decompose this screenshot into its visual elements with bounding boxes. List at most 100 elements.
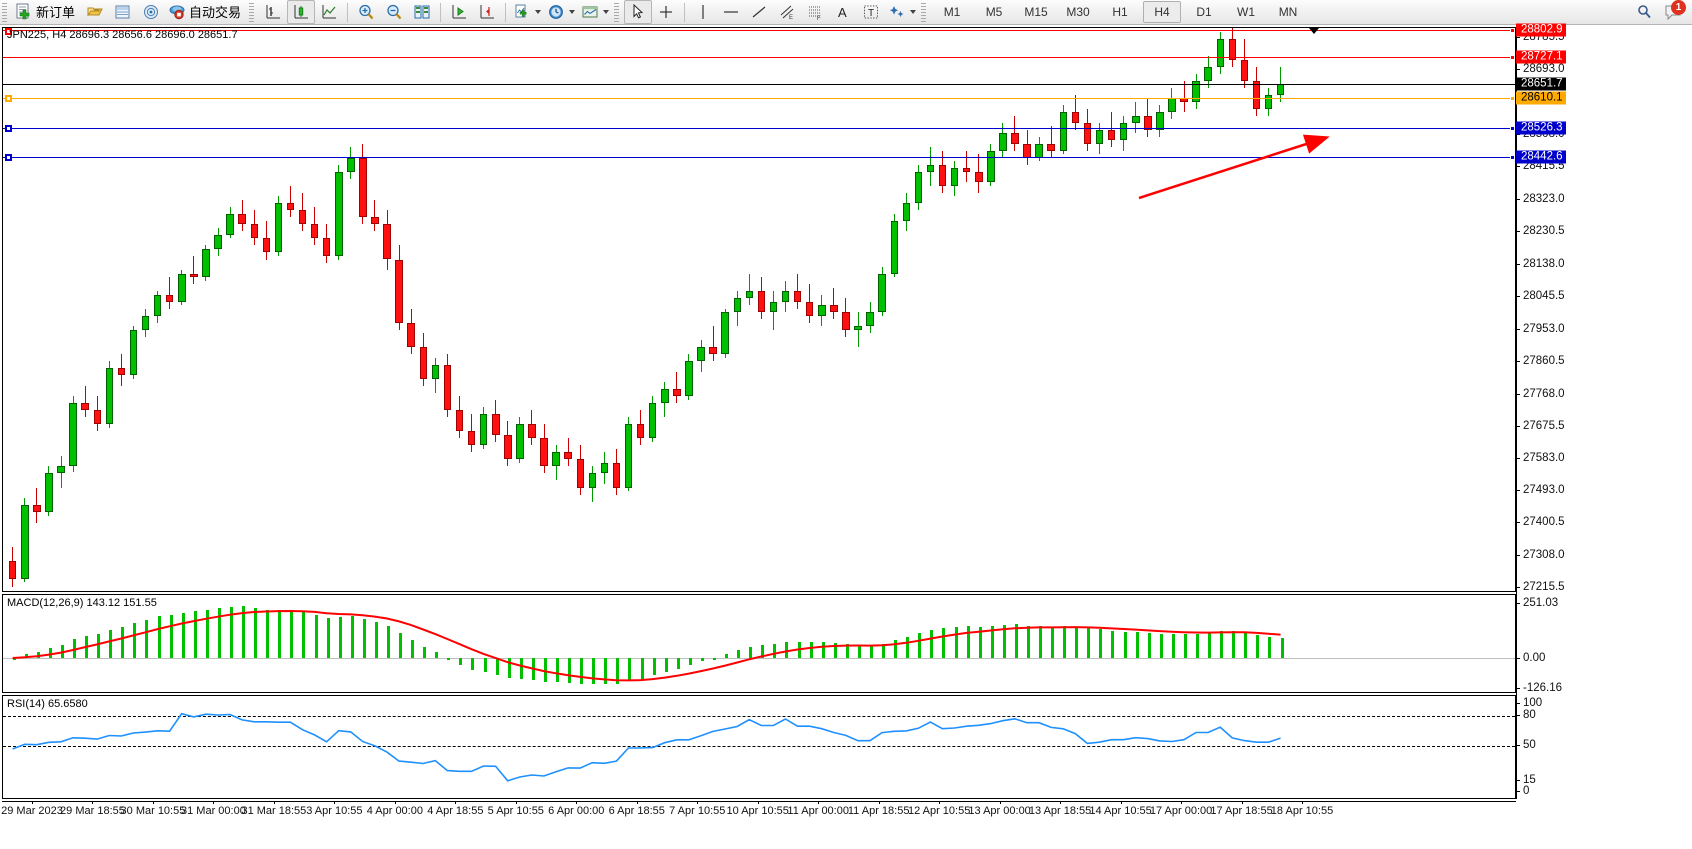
cursor-button[interactable]: [624, 0, 653, 24]
indicators-button[interactable]: [510, 0, 544, 24]
macd-histogram-bar: [278, 609, 282, 658]
time-tick-label: 17 Apr 00:00: [1149, 805, 1213, 817]
macd-histogram-bar: [942, 628, 946, 658]
level-line-handle[interactable]: [1510, 55, 1515, 61]
time-scale[interactable]: 29 Mar 2023 29 Mar 18:55 30 Mar 10:55 31 Ma…: [1, 801, 1516, 823]
macd-histogram-bar: [157, 616, 161, 658]
level-line-28727-1[interactable]: [3, 55, 1515, 61]
chevron-down-icon-2[interactable]: [569, 10, 576, 14]
toolbar-grip-3[interactable]: [614, 2, 620, 22]
notifications-button[interactable]: 1: [1664, 0, 1686, 21]
crosshair-button[interactable]: [652, 0, 680, 24]
rsi-pane[interactable]: RSI(14) 65.6580: [2, 695, 1516, 799]
level-line-28442-6[interactable]: [3, 154, 1515, 160]
text-button[interactable]: A: [829, 0, 857, 24]
chevron-down-icon-4[interactable]: [910, 10, 917, 14]
level-line-left-handle[interactable]: [5, 124, 12, 132]
data-window-button[interactable]: [81, 0, 109, 24]
macd-histogram-bar: [362, 618, 366, 658]
price-tick: [1516, 36, 1520, 38]
price-tag-line-level[interactable]: 28727.1: [1516, 50, 1566, 64]
chevron-down-icon-3[interactable]: [603, 10, 610, 14]
vertical-line-button[interactable]: [689, 0, 717, 24]
level-line-handle[interactable]: [1510, 154, 1515, 160]
level-line-left-handle[interactable]: [5, 28, 12, 35]
objects-button[interactable]: [885, 0, 919, 24]
timeframe-button-m1[interactable]: M1: [933, 1, 971, 23]
level-line-28526-3[interactable]: [3, 125, 1515, 131]
candle-chart-button[interactable]: [287, 0, 316, 24]
zoom-out-button[interactable]: [380, 0, 408, 24]
candle-body: [781, 291, 790, 302]
candle-body: [504, 434, 512, 460]
candlestick: [347, 28, 355, 591]
timeframe-button-w1[interactable]: W1: [1227, 1, 1265, 23]
candle-body: [914, 171, 923, 204]
level-line-handle[interactable]: [1510, 125, 1515, 131]
timeframe-button-m30[interactable]: M30: [1059, 1, 1097, 23]
level-line-left-handle[interactable]: [5, 95, 12, 103]
price-scale[interactable]: 28785.528693.028600.528508.028415.528323…: [1516, 23, 1692, 799]
navigator-button[interactable]: [137, 0, 165, 24]
tile-windows-button[interactable]: [408, 0, 436, 24]
macd-histogram-bar: [169, 614, 173, 658]
chart-scroll-marker[interactable]: [1309, 28, 1319, 34]
candle-body: [890, 220, 898, 274]
macd-pane[interactable]: MACD(12,26,9) 143.12 151.55: [2, 594, 1516, 693]
candle-body: [226, 213, 234, 235]
macd-histogram-bar: [882, 644, 886, 658]
price-tag-line-level[interactable]: 28802.9: [1516, 23, 1566, 37]
market-watch-button[interactable]: [109, 0, 137, 24]
price-tag-last-price[interactable]: 28651.7: [1516, 77, 1566, 91]
price-pane[interactable]: JPN225, H4 28696.3 28656.6 28696.0 28651…: [2, 27, 1516, 592]
candle-wick: [169, 277, 171, 309]
auto-trading-button[interactable]: 自动交易: [165, 0, 247, 24]
chevron-down-icon[interactable]: [535, 10, 542, 14]
chart-shift-button[interactable]: [473, 0, 501, 24]
price-tag-line-level[interactable]: 28442.6: [1516, 150, 1566, 164]
candlestick: [238, 28, 246, 591]
level-line-handle[interactable]: [1510, 28, 1515, 34]
toolbar-grip-2[interactable]: [249, 2, 255, 22]
equidistant-channel-icon: E: [780, 5, 794, 21]
templates-icon: [582, 6, 598, 18]
line-chart-button[interactable]: [315, 0, 343, 24]
candle-body: [950, 168, 959, 186]
templates-button[interactable]: [578, 0, 612, 24]
time-tick-label: 11 Apr 18:55: [847, 805, 910, 817]
level-line-left-handle[interactable]: [5, 153, 12, 161]
timeframe-button-m5[interactable]: M5: [975, 1, 1013, 23]
toolbar-grip-4[interactable]: [921, 2, 927, 22]
macd-histogram-bar: [1014, 624, 1018, 658]
text-label-button[interactable]: T: [857, 0, 885, 24]
bar-chart-button[interactable]: [259, 0, 287, 24]
timeframe-button-m15[interactable]: M15: [1017, 1, 1055, 23]
timeframe-button-h1[interactable]: H1: [1101, 1, 1139, 23]
timeframe-button-h4[interactable]: H4: [1143, 1, 1182, 23]
auto-scroll-button[interactable]: [445, 0, 473, 24]
level-line-28802-9[interactable]: [3, 28, 1515, 34]
timeframe-label: D1: [1196, 5, 1212, 19]
level-line-28651-7[interactable]: [3, 83, 1515, 85]
search-button[interactable]: [1630, 0, 1658, 24]
toolbar-grip[interactable]: [2, 2, 7, 22]
candle-body: [335, 171, 343, 256]
price-tag-line-level[interactable]: 28526.3: [1516, 121, 1566, 135]
zoom-in-button[interactable]: [352, 0, 380, 24]
fibonacci-button[interactable]: F: [801, 0, 829, 24]
main-toolbar: 新订单: [0, 0, 1692, 25]
timeframe-button-mn[interactable]: MN: [1269, 1, 1307, 23]
macd-histogram-bar: [1244, 632, 1248, 658]
equidistant-channel-button[interactable]: E: [773, 0, 801, 24]
macd-histogram-bar: [1111, 630, 1115, 658]
toolbar-separator-3: [505, 2, 507, 22]
level-line-handle[interactable]: [1510, 96, 1515, 102]
periods-button[interactable]: [544, 0, 578, 24]
timeframe-button-d1[interactable]: D1: [1185, 1, 1223, 23]
price-tag-line-level[interactable]: 28610.1: [1516, 91, 1566, 105]
candlestick: [371, 28, 379, 591]
horizontal-line-button[interactable]: [717, 0, 745, 24]
level-line-28610-1[interactable]: [3, 96, 1515, 102]
new-order-button[interactable]: 新订单: [12, 0, 81, 24]
trendline-button[interactable]: [745, 0, 773, 24]
